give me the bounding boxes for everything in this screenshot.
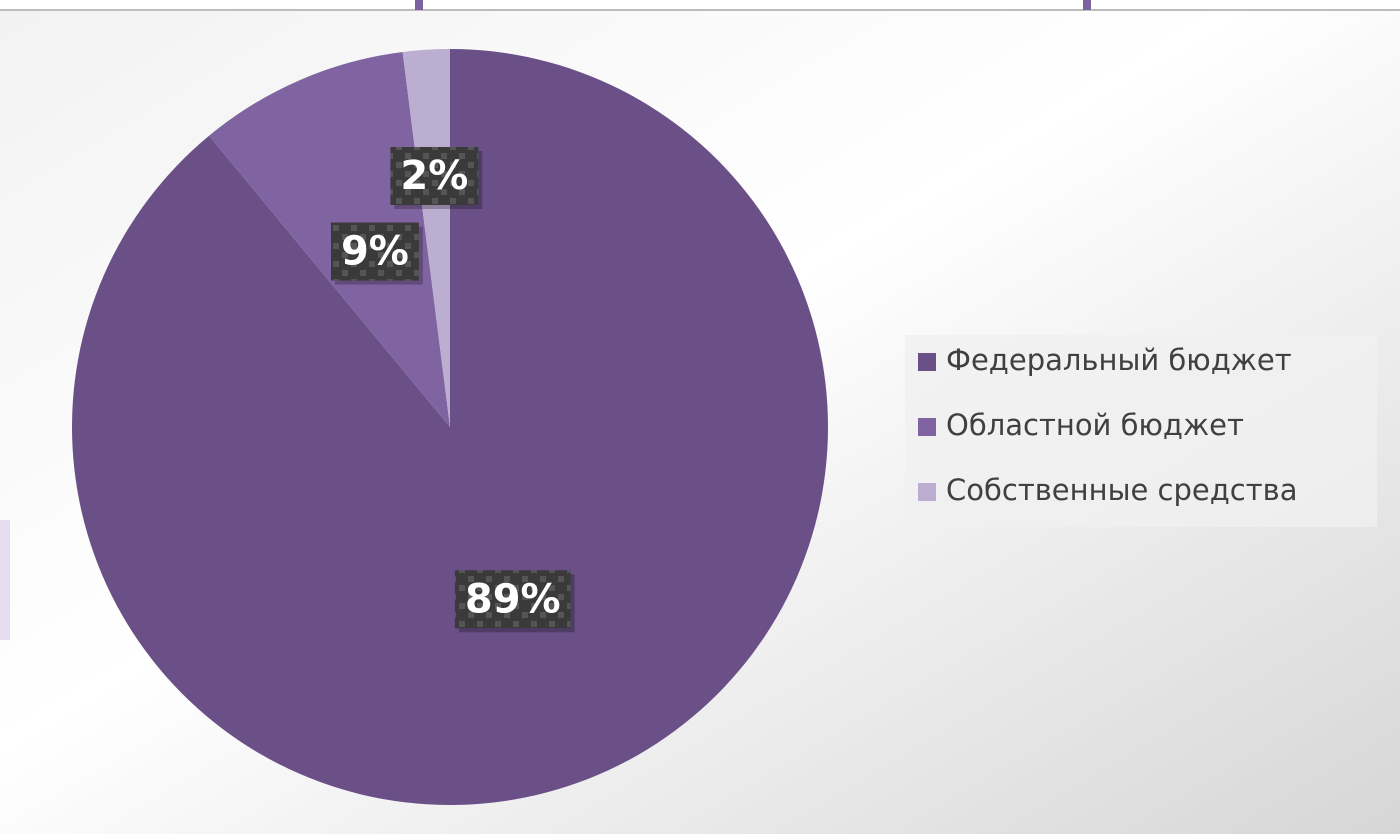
- top-accent: [415, 0, 423, 10]
- legend: Федеральный бюджет Областной бюджет Собств…: [918, 343, 1297, 507]
- pie: [71, 49, 828, 806]
- top-strip: [0, 0, 1400, 10]
- data-label: 9%: [341, 229, 409, 275]
- legend-marker: [918, 353, 936, 371]
- legend-box: [905, 335, 1377, 527]
- legend-marker: [918, 483, 936, 501]
- data-label-box: [454, 570, 571, 629]
- data-label: 89%: [465, 576, 561, 622]
- legend-marker: [918, 418, 936, 436]
- left-accent: [0, 520, 10, 640]
- data-label-box: [330, 222, 419, 281]
- data-labels: 89% 9% 2%: [330, 147, 575, 633]
- top-accent: [1083, 0, 1091, 10]
- data-label: 2%: [400, 153, 468, 199]
- legend-label: Федеральный бюджет: [946, 343, 1292, 377]
- pie-slice: [71, 49, 828, 806]
- legend-label: Областной бюджет: [946, 408, 1244, 442]
- data-label-box: [390, 147, 479, 206]
- legend-label: Собственные средства: [946, 473, 1297, 507]
- pie-slice: [209, 51, 450, 427]
- pie-slice: [402, 49, 450, 427]
